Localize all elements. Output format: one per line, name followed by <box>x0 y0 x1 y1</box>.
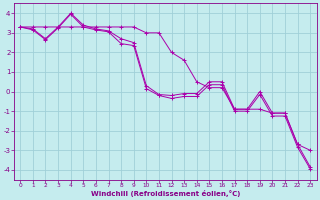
X-axis label: Windchill (Refroidissement éolien,°C): Windchill (Refroidissement éolien,°C) <box>91 190 240 197</box>
